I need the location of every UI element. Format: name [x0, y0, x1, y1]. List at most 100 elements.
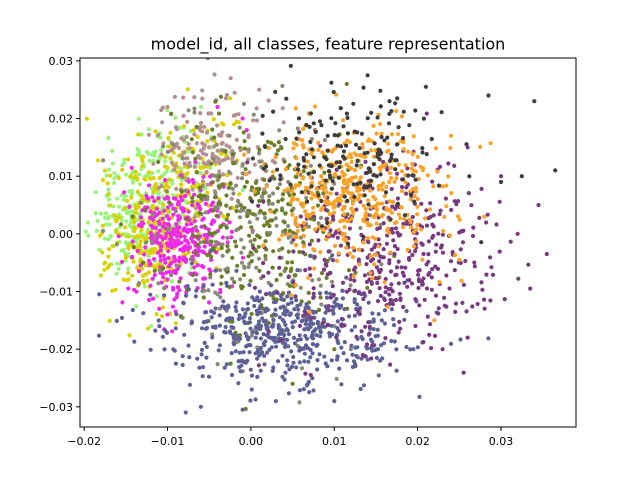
scatter-point	[431, 213, 436, 218]
scatter-point	[172, 94, 177, 99]
scatter-point	[311, 310, 316, 315]
scatter-point	[160, 314, 165, 319]
chart-title: model_id, all classes, feature represent…	[151, 35, 506, 55]
scatter-point	[317, 163, 322, 168]
scatter-point	[309, 315, 314, 320]
scatter-point	[290, 381, 295, 386]
scatter-point	[132, 287, 137, 292]
scatter-point	[397, 319, 402, 324]
scatter-point	[387, 261, 392, 266]
scatter-point	[415, 154, 420, 159]
scatter-point	[391, 317, 396, 322]
scatter-point	[332, 399, 337, 404]
scatter-point	[305, 381, 310, 386]
scatter-point	[147, 262, 152, 267]
scatter-point	[244, 172, 249, 177]
scatter-point	[156, 281, 161, 286]
scatter-point	[146, 270, 151, 275]
scatter-point	[305, 316, 310, 321]
scatter-point	[106, 167, 112, 172]
scatter-point	[95, 218, 100, 224]
scatter-point	[164, 270, 169, 275]
scatter-point	[278, 173, 283, 178]
scatter-point	[301, 126, 306, 132]
scatter-point	[264, 184, 269, 189]
scatter-point	[169, 273, 174, 278]
scatter-point	[291, 335, 297, 340]
scatter-point	[329, 358, 334, 363]
scatter-point	[212, 135, 217, 140]
scatter-point	[333, 121, 338, 126]
scatter-point	[387, 179, 392, 185]
x-tick-label: 0.00	[239, 435, 264, 448]
scatter-point	[325, 133, 330, 138]
scatter-point	[257, 147, 262, 152]
scatter-point	[130, 214, 135, 219]
scatter-point	[435, 266, 441, 271]
scatter-point	[123, 172, 128, 177]
scatter-point	[369, 356, 374, 361]
scatter-point	[122, 190, 127, 195]
scatter-point	[170, 329, 175, 334]
scatter-point	[382, 138, 387, 143]
scatter-point	[354, 142, 359, 147]
scatter-point	[339, 316, 344, 322]
scatter-point	[378, 121, 383, 127]
scatter-point	[330, 253, 335, 258]
scatter-point	[277, 182, 283, 187]
scatter-point	[266, 198, 271, 203]
scatter-point	[139, 194, 144, 199]
scatter-point	[344, 81, 349, 86]
scatter-point	[335, 235, 340, 240]
scatter-point	[221, 299, 226, 304]
scatter-point	[324, 190, 329, 195]
scatter-point	[416, 272, 421, 277]
scatter-point	[307, 253, 313, 258]
scatter-point	[384, 184, 389, 189]
scatter-point	[308, 372, 313, 378]
scatter-point	[169, 160, 175, 165]
scatter-point	[136, 269, 141, 274]
scatter-point	[440, 347, 445, 352]
scatter-point	[106, 187, 111, 192]
scatter-point	[173, 361, 178, 366]
scatter-point	[393, 206, 398, 211]
scatter-point	[126, 277, 131, 282]
scatter-point	[341, 351, 346, 356]
scatter-point	[166, 149, 171, 154]
scatter-point	[436, 311, 441, 316]
scatter-point	[377, 259, 382, 264]
scatter-point	[201, 146, 206, 151]
scatter-point	[250, 199, 255, 204]
scatter-point	[246, 343, 251, 348]
scatter-point	[316, 238, 321, 243]
scatter-point	[464, 142, 469, 147]
scatter-point	[289, 364, 295, 369]
scatter-point	[309, 238, 314, 243]
scatter-point	[424, 111, 429, 116]
scatter-point	[267, 291, 272, 296]
scatter-point	[405, 247, 410, 253]
scatter-point	[425, 314, 430, 319]
scatter-point	[375, 347, 381, 352]
scatter-point	[394, 176, 399, 181]
scatter-point	[497, 199, 502, 204]
scatter-point	[105, 265, 111, 270]
scatter-point	[194, 170, 200, 175]
scatter-point	[426, 272, 431, 277]
scatter-point	[277, 237, 282, 242]
scatter-point	[398, 326, 403, 331]
scatter-point	[287, 367, 292, 372]
scatter-point	[142, 284, 147, 289]
scatter-point	[360, 145, 365, 150]
scatter-point	[210, 335, 215, 340]
scatter-point	[411, 347, 416, 352]
scatter-point	[395, 201, 400, 206]
scatter-point	[127, 189, 132, 194]
scatter-point	[171, 347, 176, 352]
scatter-point	[375, 299, 381, 304]
scatter-point	[238, 369, 243, 374]
scatter-point	[277, 324, 282, 330]
scatter-point	[194, 180, 199, 185]
scatter-point	[391, 323, 397, 328]
